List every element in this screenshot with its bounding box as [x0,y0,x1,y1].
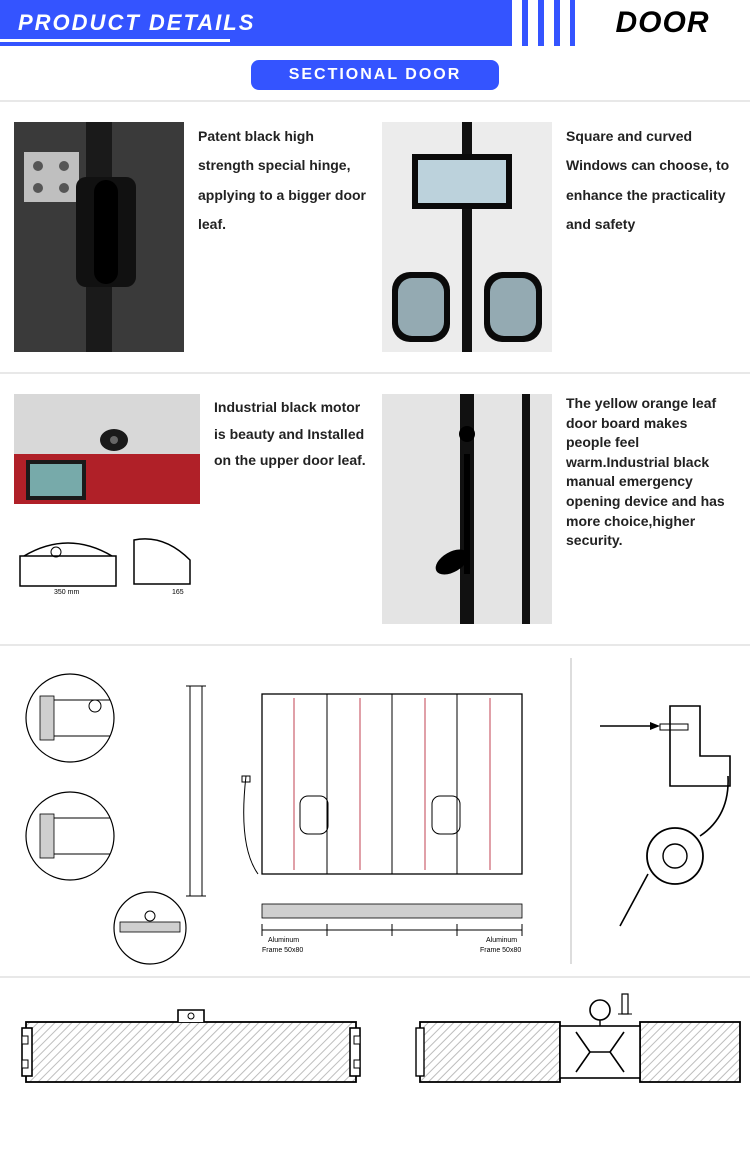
header-title: PRODUCT DETAILS [0,10,255,36]
elevation-drawing-icon: Aluminum Aluminum Frame 50x80 Frame 50x8… [0,646,750,976]
stripe [544,0,554,46]
svg-text:165: 165 [172,589,184,596]
header-underline [0,39,230,42]
header-bar: PRODUCT DETAILS DOOR [0,0,750,46]
feature-1: Patent black high strength special hinge… [14,122,368,352]
subheader-wrap: SECTIONAL DOOR [0,46,750,100]
technical-diagram-1: Aluminum Aluminum Frame 50x80 Frame 50x8… [0,646,750,976]
feature-3-image [14,394,200,504]
svg-text:350 mm: 350 mm [54,589,79,596]
motor-dimension-icon: 350 mm 165 [14,526,200,596]
feature-4: The yellow orange leaf door board makes … [382,394,736,624]
header-stripes [512,0,570,46]
motor-icon [14,394,200,504]
feature-row-2: Industrial black motor is beauty and Ins… [0,374,750,646]
profile-drawing-icon [0,992,750,1102]
feature-4-image [382,394,552,624]
feature-4-text: The yellow orange leaf door board makes … [566,394,736,624]
diagram-separator [570,658,572,964]
feature-3-text: Industrial black motor is beauty and Ins… [214,394,368,504]
svg-text:Aluminum: Aluminum [268,937,299,944]
stripe [528,0,538,46]
feature-3-diagram: 350 mm 165 [14,526,200,596]
feature-2-image [382,122,552,352]
windows-icon [382,122,552,352]
feature-2-text: Square and curved Windows can choose, to… [566,122,736,352]
svg-text:Frame 50x80: Frame 50x80 [262,947,303,954]
feature-1-text: Patent black high strength special hinge… [198,122,368,352]
handle-icon [382,394,552,624]
stripe [512,0,522,46]
feature-1-image [14,122,184,352]
svg-text:Aluminum: Aluminum [486,937,517,944]
hinge-icon [14,122,184,352]
technical-diagram-2 [0,978,750,1098]
feature-3: Industrial black motor is beauty and Ins… [14,394,368,624]
stripe [560,0,570,46]
svg-text:Frame 50x80: Frame 50x80 [480,947,521,954]
subheader-pill: SECTIONAL DOOR [251,60,500,90]
feature-2: Square and curved Windows can choose, to… [382,122,736,352]
header-right-label: DOOR [575,0,750,46]
feature-row-1: Patent black high strength special hinge… [0,102,750,374]
